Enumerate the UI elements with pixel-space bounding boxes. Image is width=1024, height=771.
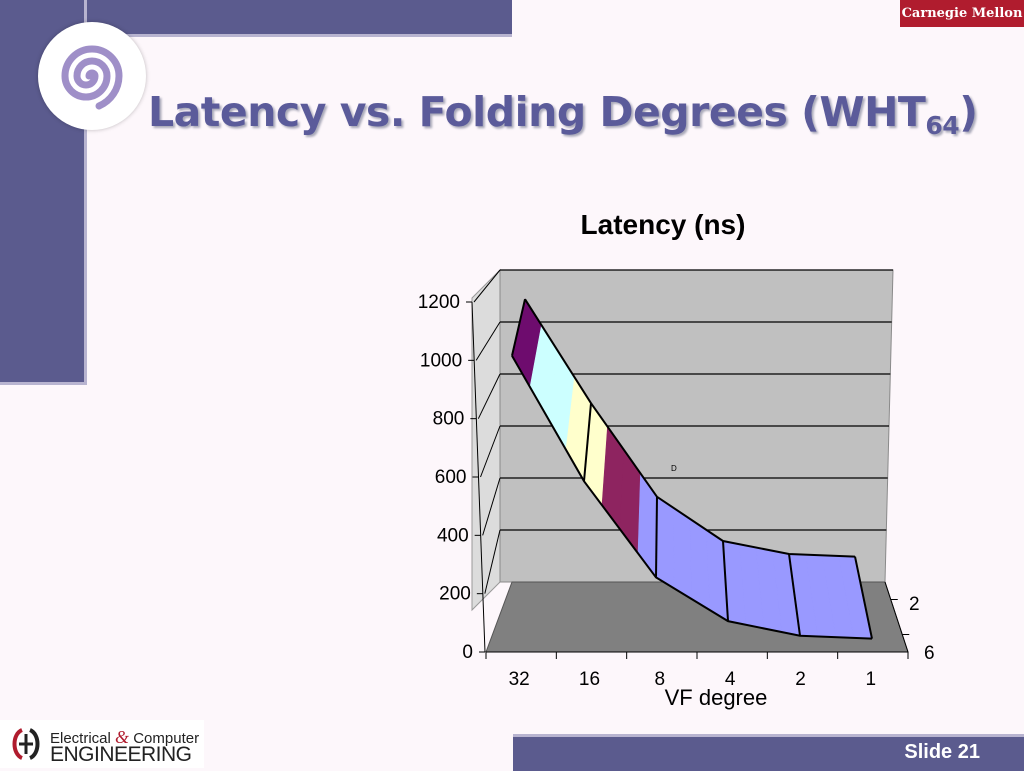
- ece-logo-line1: Electrical & Computer: [50, 727, 199, 748]
- gridline: [484, 529, 501, 594]
- slide-title-text: Latency vs. Folding Degrees (WHT: [148, 88, 926, 136]
- y-tick-label: 400: [437, 525, 469, 546]
- x-tick-label: 32: [509, 669, 530, 690]
- ece-logo-word1: Electrical: [50, 730, 116, 747]
- surface-front-edge: [511, 355, 873, 640]
- surface-cell: [619, 449, 641, 555]
- ece-logo-amp: &: [115, 727, 130, 747]
- y-tick-label: 1200: [418, 292, 460, 313]
- surface-cell: [637, 472, 658, 579]
- gridline: [482, 477, 501, 536]
- surface-rib: [511, 298, 526, 356]
- depth-axis: 26: [884, 581, 935, 664]
- slide-number: Slide 21: [904, 741, 980, 763]
- surface-rib: [788, 553, 801, 636]
- y-tick-label: 200: [439, 584, 471, 605]
- chart-annotation: D: [671, 464, 677, 473]
- surface-rib: [854, 556, 873, 639]
- y-tick-label: 1000: [420, 350, 462, 371]
- ece-logo-word2: Computer: [129, 730, 200, 747]
- top-decor-line: [0, 34, 512, 37]
- ece-logo-line2: ENGINEERING: [50, 743, 192, 766]
- x-tick-label: 8: [655, 669, 666, 690]
- y-axis-line: [471, 301, 486, 653]
- gridline: [473, 269, 501, 303]
- surface-rib: [655, 496, 658, 578]
- depth-tick-label: 6: [924, 643, 935, 664]
- spiral-icon: [61, 45, 123, 110]
- slide-title-end: ): [959, 88, 978, 136]
- surface-rib: [583, 403, 592, 482]
- surface-back-edge: [524, 298, 856, 558]
- gridline: [477, 373, 501, 419]
- slide-title: Latency vs. Folding Degrees (WHT64): [148, 88, 978, 140]
- y-tick-label: 0: [462, 642, 473, 663]
- surface-cell: [655, 496, 675, 589]
- x-tick-label: 4: [725, 669, 736, 690]
- ece-mark-icon: [12, 728, 40, 760]
- depth-axis-line: [884, 581, 909, 653]
- spiral-logo: [38, 22, 146, 130]
- chart-title: Latency (ns): [581, 209, 746, 240]
- x-axis-title: VF degree: [665, 685, 768, 710]
- slide-title-subscript: 64: [925, 111, 960, 140]
- y-axis: 0 200 400 600 800 1000 1200: [418, 292, 486, 663]
- x-tick-label: 1: [866, 669, 877, 690]
- x-tick-label: 2: [795, 669, 806, 690]
- surface-cell: [673, 507, 693, 600]
- y-tick-label: 800: [433, 409, 465, 430]
- carnegie-mellon-logo: Carnegie Mellon: [900, 0, 1024, 27]
- ece-logo: Electrical & Computer ENGINEERING: [0, 720, 204, 768]
- bottom-decor-bar: Slide 21: [513, 734, 1024, 771]
- gridline: [475, 321, 501, 361]
- side-wall: [471, 268, 501, 612]
- x-axis: 32 16 8 4 2 1: [485, 651, 909, 690]
- surface-plot: [511, 298, 873, 640]
- y-tick-label: 600: [435, 467, 467, 488]
- gridline: [480, 425, 501, 478]
- surface-rib: [722, 540, 729, 622]
- x-tick-label: 16: [579, 669, 600, 690]
- depth-tick-label: 2: [909, 594, 920, 615]
